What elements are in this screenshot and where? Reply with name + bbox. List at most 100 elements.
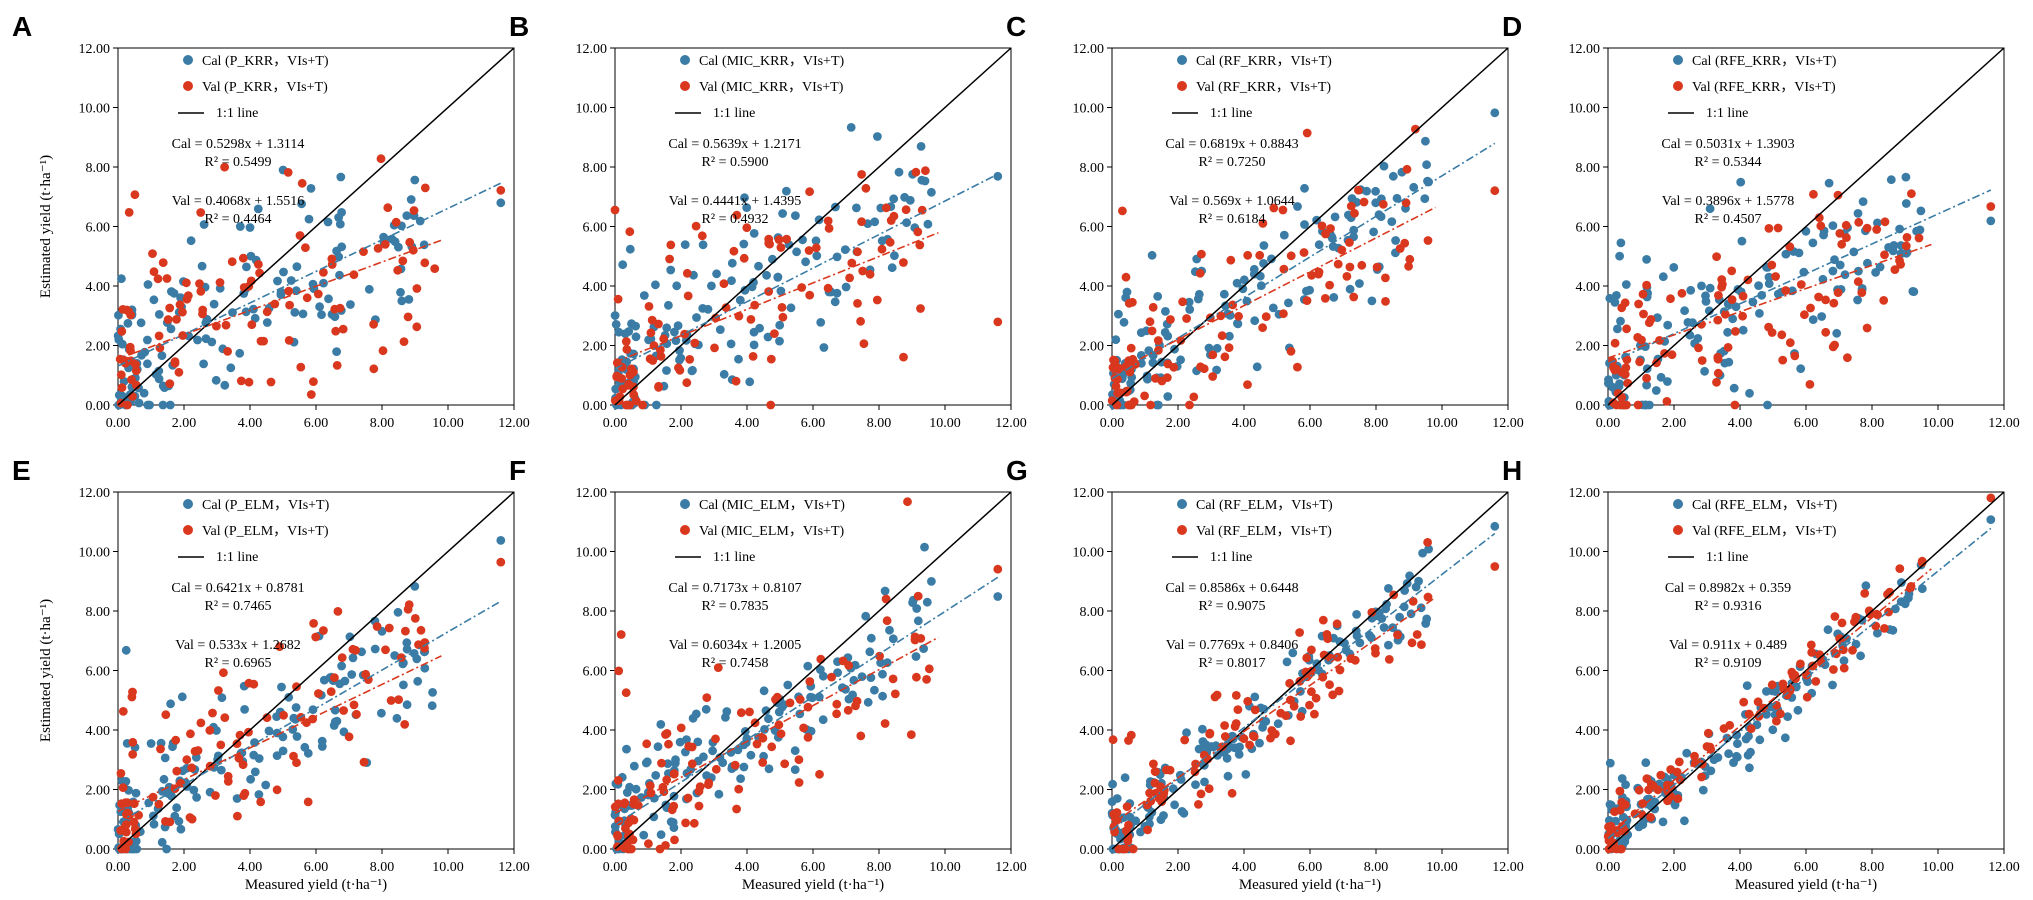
val-point <box>1713 352 1723 362</box>
cal-r-squared: R² = 0.9075 <box>1199 599 1266 614</box>
panel-letter: D <box>1502 11 1522 42</box>
cal-point <box>792 247 801 257</box>
cal-point <box>852 203 861 213</box>
cal-point <box>1704 306 1714 316</box>
val-point <box>1195 268 1205 278</box>
val-point <box>1872 225 1882 234</box>
cal-point <box>1111 335 1121 345</box>
cal-point <box>698 240 708 250</box>
val-point <box>126 346 135 356</box>
cal-point <box>235 348 245 358</box>
val-point <box>1986 493 1996 503</box>
cal-point <box>1799 267 1809 277</box>
y-tick-label: 0.00 <box>583 399 608 414</box>
x-tick-label: 8.00 <box>1860 860 1885 875</box>
val-point <box>916 304 925 313</box>
val-point <box>372 622 382 631</box>
val-point <box>1873 610 1882 620</box>
val-point <box>1145 317 1155 327</box>
val-point <box>1140 391 1149 401</box>
val-point <box>412 284 422 293</box>
cal-point <box>1418 548 1427 558</box>
cal-point <box>1724 749 1733 759</box>
cal-point <box>1147 250 1157 260</box>
val-fit-line <box>1607 243 1932 359</box>
cal-r-squared: R² = 0.7835 <box>702 599 769 614</box>
val-point <box>1490 562 1500 571</box>
cal-point <box>186 236 196 246</box>
cal-point <box>1700 366 1709 376</box>
y-tick-label: 12.00 <box>1073 486 1105 501</box>
val-point <box>129 817 139 827</box>
cal-point <box>739 239 749 249</box>
y-tick-label: 8.00 <box>1080 161 1105 176</box>
cal-point <box>347 670 357 679</box>
val-point <box>645 781 655 791</box>
val-point <box>1746 724 1756 734</box>
val-point <box>1405 254 1415 264</box>
val-point <box>1880 624 1889 633</box>
cal-point <box>913 616 923 626</box>
cal-point <box>1352 610 1361 619</box>
cal-point <box>118 339 127 349</box>
y-tick-label: 10.00 <box>576 546 608 561</box>
x-tick-label: 2.00 <box>669 860 694 875</box>
y-tick-label: 12.00 <box>576 486 608 501</box>
val-point <box>922 675 931 684</box>
panel-letter: E <box>12 455 31 486</box>
cal-point <box>189 785 199 795</box>
x-tick-label: 0.00 <box>106 860 131 875</box>
cal-point <box>1198 724 1207 734</box>
val-point <box>403 312 413 322</box>
legend-line-label: 1:1 line <box>1210 106 1252 121</box>
cal-equation: Cal = 0.5298x + 1.3114 <box>172 137 305 152</box>
cal-point <box>889 194 899 204</box>
cal-point <box>846 123 856 132</box>
val-point <box>1118 206 1127 216</box>
cal-point <box>413 676 423 686</box>
val-point <box>732 804 741 814</box>
val-point <box>656 345 665 355</box>
cal-point <box>1120 773 1130 783</box>
val-point <box>1314 269 1323 279</box>
cal-point <box>226 363 236 373</box>
val-point <box>1802 692 1812 702</box>
cal-point <box>882 658 892 668</box>
cal-point <box>1828 221 1838 231</box>
x-tick-label: 8.00 <box>867 860 892 875</box>
y-tick-label: 6.00 <box>1080 221 1105 236</box>
val-point <box>284 336 294 345</box>
val-point <box>1345 262 1355 272</box>
legend-cal-marker <box>680 55 690 65</box>
val-point <box>1986 202 1996 211</box>
val-point <box>1302 128 1312 138</box>
cal-point <box>1641 758 1651 768</box>
val-point <box>661 730 670 739</box>
y-tick-label: 0.00 <box>86 843 111 858</box>
cal-point <box>1723 327 1732 337</box>
val-point <box>917 205 927 215</box>
val-point <box>661 841 670 850</box>
cal-point <box>390 237 400 247</box>
val-point <box>666 240 676 250</box>
val-point <box>1776 709 1785 719</box>
cal-point <box>207 337 217 347</box>
val-point <box>857 217 866 227</box>
cal-point <box>1705 204 1715 214</box>
val-point <box>1646 813 1655 822</box>
val-point <box>1255 250 1265 260</box>
val-point <box>1785 338 1795 348</box>
cal-point <box>1250 692 1260 702</box>
val-equation: Val = 0.7769x + 0.8406 <box>1166 638 1298 653</box>
cal-point <box>232 794 242 803</box>
val-point <box>736 708 746 718</box>
cal-point <box>902 218 911 228</box>
val-point <box>266 377 276 387</box>
val-point <box>247 320 257 330</box>
cal-point <box>1781 249 1791 259</box>
val-point <box>1239 734 1249 743</box>
val-point <box>805 187 814 197</box>
val-point <box>1642 774 1652 784</box>
cal-point <box>698 304 708 313</box>
cal-point <box>1986 515 1996 524</box>
